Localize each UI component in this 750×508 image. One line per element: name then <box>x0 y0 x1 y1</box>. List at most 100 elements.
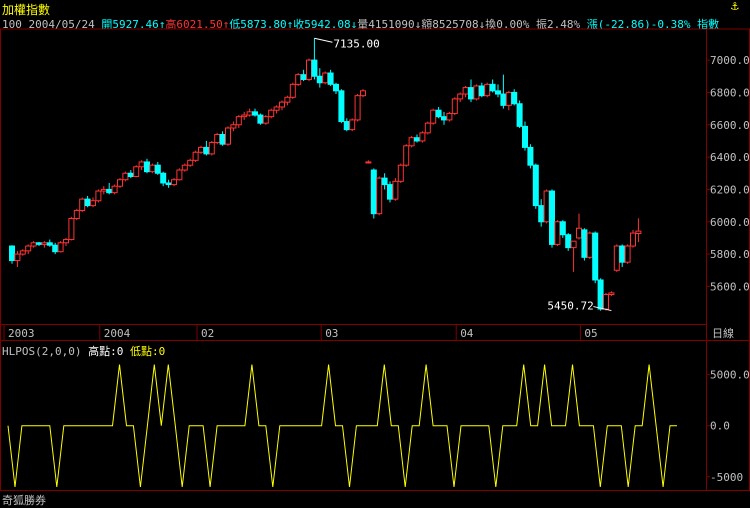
indicator-tick-label: -5000 <box>710 471 743 484</box>
quote-info-bar: 100 2004/05/24 開5927.46↑高6021.50↑低5873.8… <box>2 16 719 32</box>
candle <box>619 244 626 268</box>
candle <box>327 69 334 86</box>
price-axis: 5600.0 5800.0 6000.0 6200.0 6400.0 6600.0 6800… <box>706 54 750 293</box>
candle <box>138 160 145 171</box>
candle <box>338 89 345 124</box>
candle <box>581 228 588 261</box>
candle <box>160 171 167 187</box>
candle <box>316 68 323 88</box>
annotation-leader <box>314 37 333 43</box>
candle <box>181 163 188 172</box>
price-tick-label: 7000.0 <box>710 54 750 67</box>
candle <box>403 144 410 167</box>
candle <box>198 145 204 154</box>
candle <box>176 168 183 181</box>
candle <box>295 73 302 86</box>
candle <box>106 182 113 195</box>
candle <box>576 213 582 240</box>
candle <box>63 237 69 247</box>
quote-field-1: 開5927.46↑ <box>101 18 166 31</box>
chart-frame <box>0 28 750 491</box>
time-tick-label: 03 <box>325 327 338 340</box>
axis-unit-label[interactable]: 日線 <box>712 326 734 340</box>
candle <box>543 189 550 224</box>
candle <box>149 163 156 174</box>
candle <box>192 150 199 162</box>
price-tick-label: 6600.0 <box>710 119 750 132</box>
candle <box>230 121 237 132</box>
candle <box>451 97 458 116</box>
quote-field-7: 換0.00% <box>485 18 536 31</box>
candle <box>608 291 615 297</box>
indicator-axis: 5000.0 0.0 -5000 <box>706 369 750 484</box>
candle <box>586 231 593 259</box>
indicator-label-part-0: HLPOS(2,0,0) <box>2 345 89 358</box>
candle <box>635 218 642 243</box>
candle <box>505 90 512 111</box>
candle <box>624 244 631 264</box>
candle <box>387 181 393 203</box>
candle <box>414 134 420 143</box>
candle <box>144 158 150 174</box>
candle <box>241 111 248 120</box>
candle <box>473 84 480 101</box>
candle <box>478 82 485 98</box>
candle <box>73 208 80 221</box>
candle <box>95 189 102 203</box>
candle <box>68 216 75 241</box>
candle <box>100 186 107 195</box>
quote-field-9: 漲(-22.86)-0.38% <box>586 18 698 31</box>
quote-field-0: 100 2004/05/24 <box>2 18 102 31</box>
quote-field-8: 振2.48% <box>536 18 587 31</box>
candle <box>381 173 388 190</box>
candle <box>419 131 426 143</box>
candle <box>365 160 372 164</box>
indicator-tick-label: 0.0 <box>710 420 730 433</box>
candle <box>57 241 64 253</box>
candle <box>154 161 161 175</box>
candle <box>252 108 258 117</box>
candle <box>349 118 356 132</box>
candle <box>457 92 464 103</box>
time-axis: 2003 2004 02 03 04 05 <box>3 324 598 340</box>
candle <box>570 240 577 272</box>
candle <box>532 163 539 209</box>
candle <box>14 250 21 268</box>
candle <box>484 82 491 98</box>
candle <box>424 121 431 135</box>
candle <box>225 126 231 146</box>
candle <box>538 199 545 227</box>
annotation-label: 7135.00 <box>333 37 379 50</box>
candle <box>527 144 534 169</box>
candle <box>117 178 123 188</box>
candle <box>208 140 215 156</box>
candle <box>257 113 264 125</box>
candle <box>500 74 507 109</box>
time-tick-label: 04 <box>460 327 474 340</box>
anchor-icon[interactable]: ⚓ <box>731 0 739 14</box>
candle <box>462 85 469 98</box>
price-tick-label: 6400.0 <box>710 151 750 164</box>
indicator-label-part-1: 高點:0 <box>88 345 130 358</box>
candle <box>441 111 447 125</box>
price-annotations: 7135.00 5450.72 <box>314 37 612 313</box>
candle <box>41 241 48 248</box>
candle <box>246 108 253 117</box>
candle <box>516 100 523 128</box>
candle <box>592 231 599 284</box>
candle <box>613 244 620 272</box>
candle <box>322 71 329 85</box>
indicator-series <box>7 364 677 488</box>
candle <box>435 106 442 119</box>
candle <box>333 82 339 95</box>
candle <box>203 140 210 156</box>
candle <box>289 82 296 99</box>
annotation-leader <box>593 306 612 312</box>
candle <box>19 249 26 256</box>
candle <box>165 179 172 188</box>
candle <box>397 163 404 183</box>
candle <box>268 108 275 119</box>
candle <box>360 89 366 98</box>
candle <box>597 278 604 311</box>
